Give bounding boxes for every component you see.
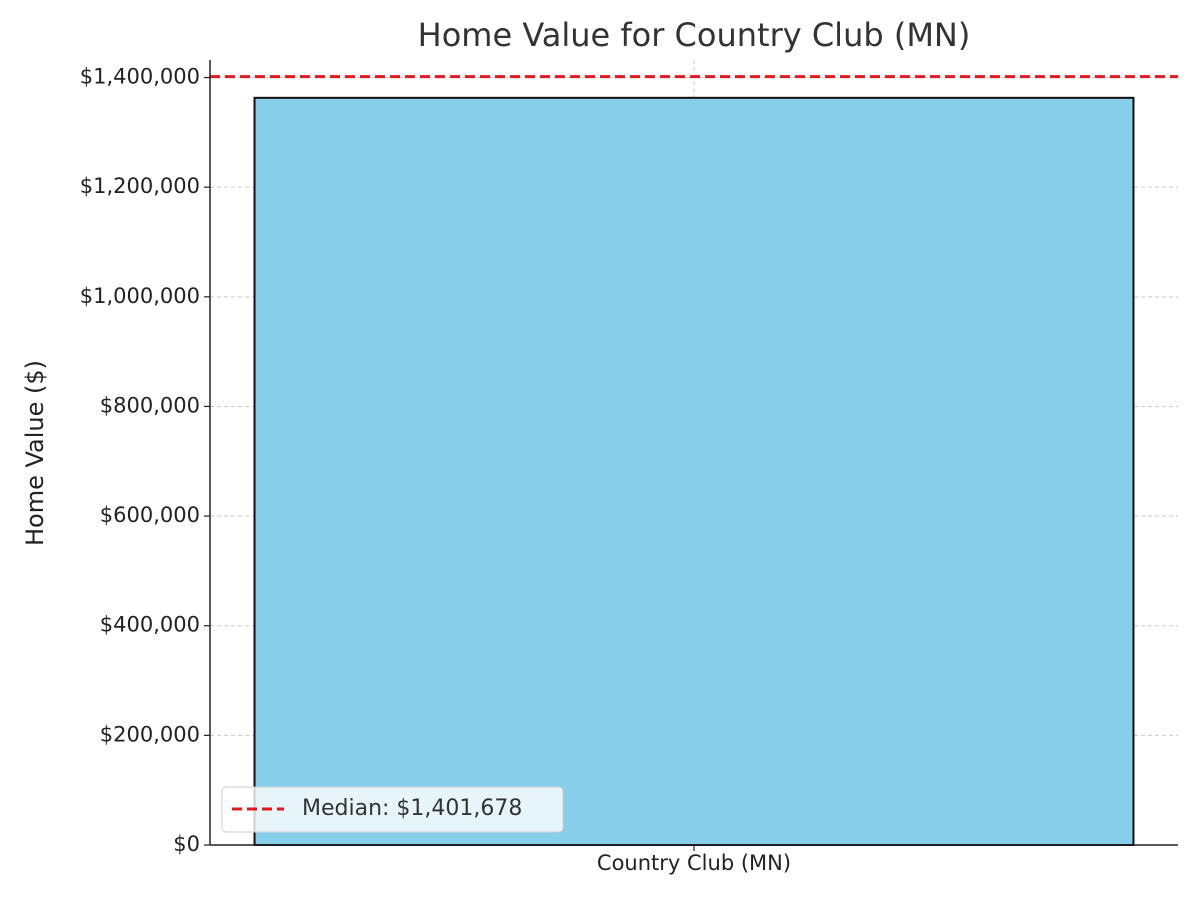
y-tick-label: $1,400,000: [80, 65, 200, 89]
y-tick-label: $200,000: [100, 722, 200, 746]
y-tick-label: $0: [173, 832, 200, 856]
y-tick-label: $600,000: [100, 503, 200, 527]
y-axis-label: Home Value ($): [21, 360, 49, 546]
y-tick-label: $800,000: [100, 393, 200, 417]
y-tick-label: $1,000,000: [80, 284, 200, 308]
y-tick-label: $400,000: [100, 613, 200, 637]
x-tick-label: Country Club (MN): [597, 851, 791, 875]
legend-box: [221, 786, 564, 833]
legend-label: Median: $1,401,678: [302, 796, 522, 821]
legend: Median: $1,401,678: [221, 786, 564, 833]
y-tick-label: $1,200,000: [80, 174, 200, 198]
chart-title: Home Value for Country Club (MN): [418, 16, 971, 54]
bar: [253, 96, 1135, 847]
